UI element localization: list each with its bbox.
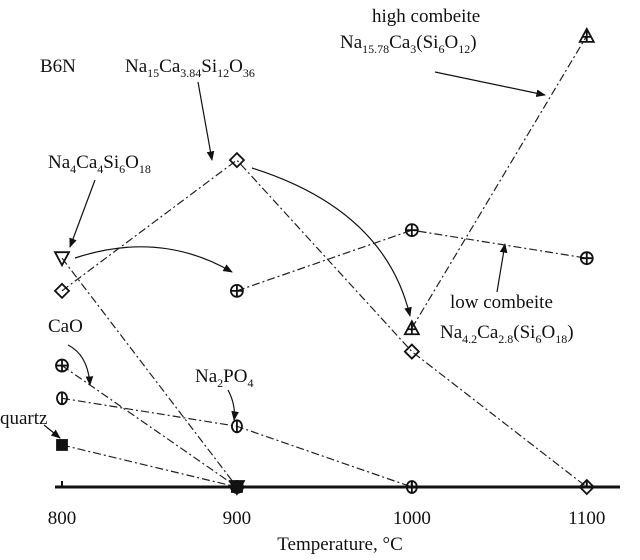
annotation: CaO [48,316,83,337]
series [56,439,243,493]
annotation: high combeite [372,6,480,27]
x-tick-label: 900 [223,508,252,529]
annotation: Na15Ca3.84Si12O36 [125,56,255,80]
marker [403,343,421,360]
annotation-text: Ca [389,32,411,53]
annotation-text: Ca [477,322,499,343]
subscript: 2 [217,376,223,390]
subscript: 36 [243,66,255,80]
annotation: quartz [0,408,47,429]
marker [403,319,421,336]
series-line [61,444,238,488]
annotation-text: Na [195,366,218,387]
annotation-text: Na [48,152,71,173]
x-tick-label: 800 [48,508,77,529]
x-tick-label: 1100 [568,508,605,529]
subscript: 3 [410,42,416,56]
annotation-text: O [229,56,243,77]
annotation-text: Na [125,56,148,77]
marker [53,282,71,300]
subscript: 18 [555,332,567,346]
annotation-text: B6N [40,56,76,77]
annotation-text: Na [440,322,463,343]
marker [56,439,68,451]
subscript: 6 [535,332,541,346]
series-line [411,35,588,329]
series-line [236,229,587,292]
annotation-text: Si [103,152,119,173]
marker [579,251,594,266]
subscript: 4.2 [462,332,477,346]
marker [228,151,246,169]
series-line [61,257,238,488]
annotation-text: Si [201,56,217,77]
series-line [61,365,238,488]
subscript: 18 [139,162,151,176]
subscript: 12 [458,42,470,56]
annotation-text: (Si [416,32,438,53]
annotation-text: PO [223,366,247,387]
series [56,391,418,494]
annotation-text: Ca [76,152,98,173]
series [230,223,594,298]
subscript: 6 [438,42,444,56]
subscript: 3.84 [180,66,201,80]
marker [578,26,596,43]
subscript: 2.8 [498,332,513,346]
annotation-text: ) [470,32,476,53]
subscript: 4 [97,162,103,176]
annotation: Na4.2Ca2.8(Si6O18) [440,322,574,346]
marker [53,251,71,268]
series [403,26,596,336]
annotation: Na2PO4 [195,366,253,390]
marker [404,223,419,238]
annotation-text: O [125,152,139,173]
x-axis-label: Temperature, °C [277,534,403,555]
annotation-text: low combeite [450,292,553,313]
annotation: B6N [40,56,76,77]
marker [56,391,68,406]
marker [578,478,596,496]
marker [230,283,244,298]
annotation: Na4Ca4Si6O18 [48,152,151,176]
subscript: 12 [217,66,229,80]
series [53,151,596,496]
annotation-text: quartz [0,408,47,429]
annotation-text: Na [340,32,363,53]
annotation-text: high combeite [372,6,480,27]
x-tick-label: 1000 [393,508,431,529]
annotation: low combeite [450,292,553,313]
annotation-text: Ca [159,56,181,77]
subscript: 6 [119,162,125,176]
subscript: 15 [147,66,159,80]
series-line [61,159,588,488]
marker [55,358,69,373]
annotation-text: O [541,322,555,343]
annotation-text: ) [567,322,573,343]
annotation-text: O [444,32,458,53]
marker [231,481,243,493]
series-line [61,397,413,488]
subscript: 4 [247,376,253,390]
subscript: 4 [70,162,76,176]
annotation: Na15.78Ca3(Si6O12) [340,32,477,56]
annotation-text: (Si [513,322,535,343]
marker [231,419,243,434]
marker [405,480,418,494]
annotation-text: CaO [48,316,83,337]
subscript: 15.78 [362,42,389,56]
annotation-arrows [43,71,546,439]
